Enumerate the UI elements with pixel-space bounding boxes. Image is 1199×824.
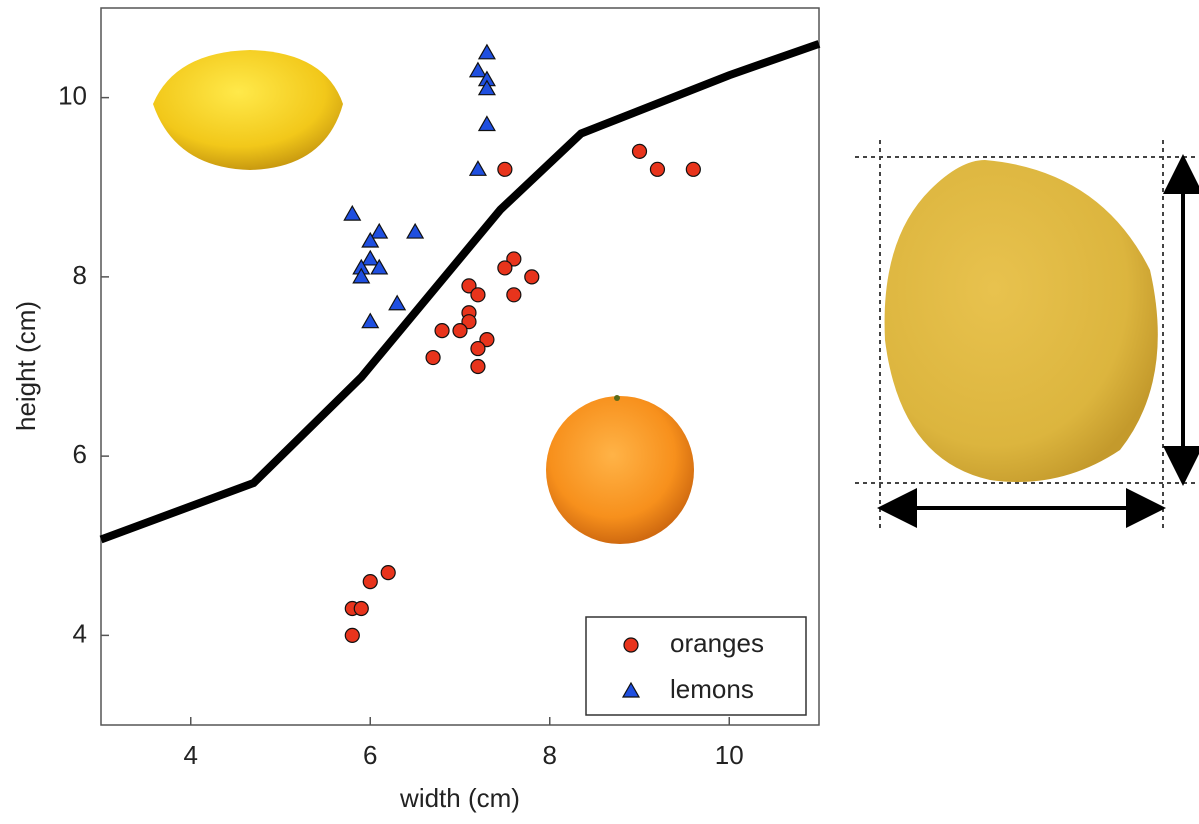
- legend: oranges lemons: [586, 617, 806, 715]
- x-tick-label: 4: [184, 740, 198, 770]
- y-tick-label: 6: [73, 439, 87, 469]
- triangle-marker: [389, 296, 405, 310]
- circle-marker: [345, 628, 359, 642]
- triangle-marker: [479, 45, 495, 59]
- triangle-marker: [470, 161, 486, 175]
- circle-marker: [453, 324, 467, 338]
- orange-image: [546, 395, 694, 544]
- circle-marker: [471, 360, 485, 374]
- circle-marker: [471, 288, 485, 302]
- circle-marker: [525, 270, 539, 284]
- legend-label: oranges: [670, 628, 764, 658]
- chart: width (cm) height (cm) oranges lemons 4 6 8…: [0, 0, 1199, 819]
- triangle-marker: [344, 206, 360, 220]
- measured-lemon-image: [855, 140, 1199, 528]
- y-axis-label: height (cm): [11, 301, 41, 431]
- triangle-marker: [362, 314, 378, 328]
- x-tick-label: 6: [363, 740, 377, 770]
- triangle-marker: [470, 63, 486, 77]
- legend-label: lemons: [670, 674, 754, 704]
- y-tick-label: 10: [58, 81, 87, 111]
- circle-marker: [498, 261, 512, 275]
- circle-marker: [363, 575, 377, 589]
- circle-marker: [498, 162, 512, 176]
- triangle-marker: [407, 224, 423, 238]
- circle-marker: [435, 324, 449, 338]
- circle-marker: [650, 162, 664, 176]
- circle-marker: [624, 638, 638, 652]
- circle-marker: [426, 351, 440, 365]
- circle-marker: [381, 566, 395, 580]
- x-axis-label: width (cm): [399, 783, 520, 813]
- circle-marker: [507, 288, 521, 302]
- y-tick-label: 4: [73, 618, 87, 648]
- triangle-marker: [479, 117, 495, 131]
- lemon-image: [153, 50, 343, 170]
- circle-marker: [471, 342, 485, 356]
- y-tick-label: 8: [73, 260, 87, 290]
- triangle-marker: [362, 251, 378, 265]
- x-tick-label: 10: [715, 740, 744, 770]
- circle-marker: [354, 601, 368, 615]
- triangle-marker: [371, 224, 387, 238]
- x-tick-label: 8: [543, 740, 557, 770]
- circle-marker: [686, 162, 700, 176]
- circle-marker: [633, 144, 647, 158]
